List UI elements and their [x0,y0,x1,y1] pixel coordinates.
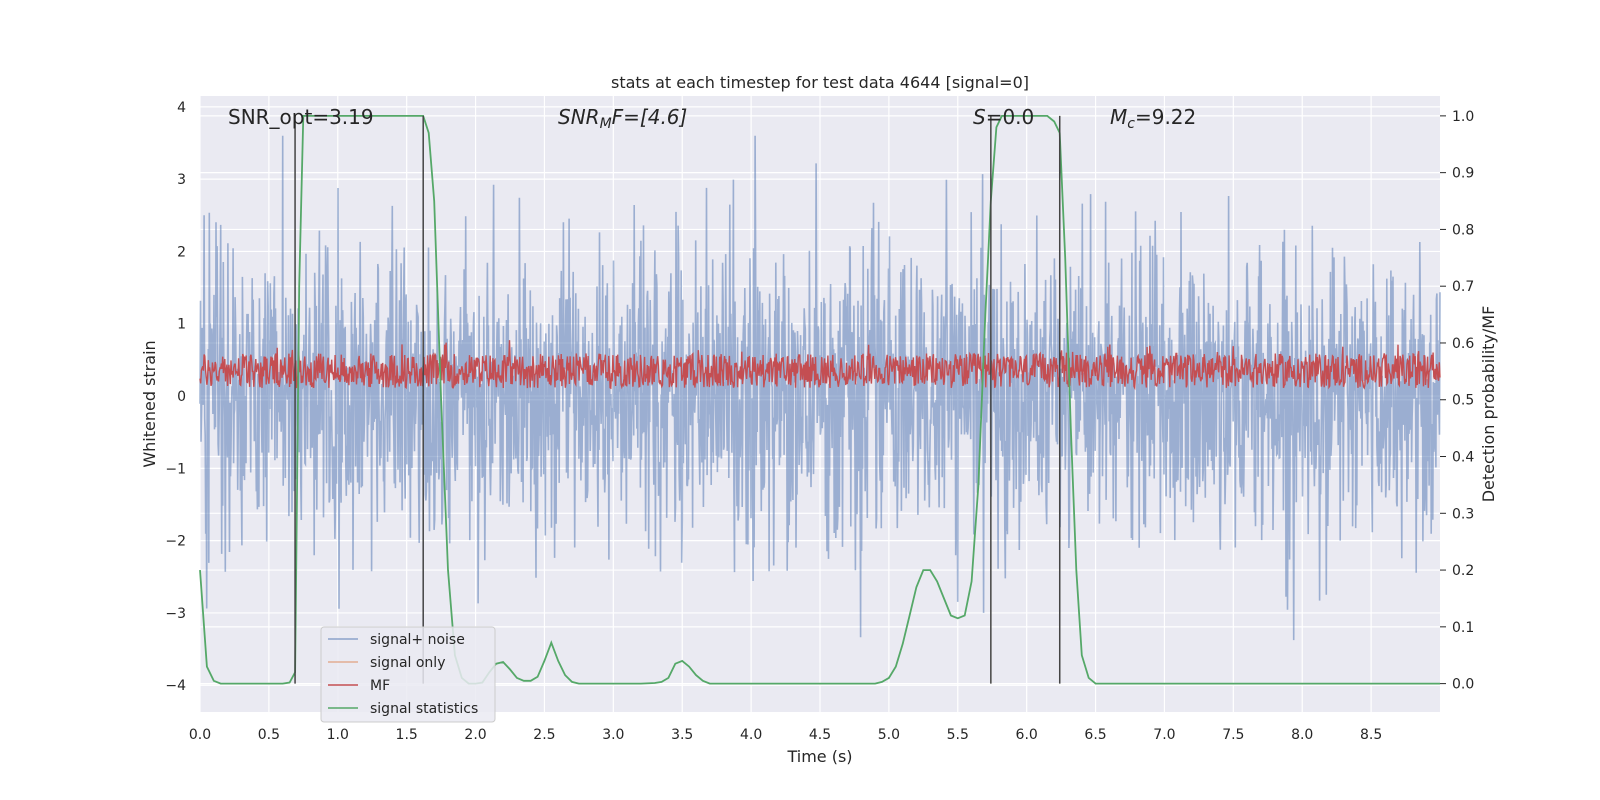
x-tick-label: 7.5 [1222,727,1244,743]
x-tick-label: 0.5 [258,727,280,743]
x-tick-label: 2.0 [464,727,486,743]
chart-title: stats at each timestep for test data 464… [611,73,1029,92]
x-tick-label: 2.5 [533,727,555,743]
x-tick-label: 1.0 [327,727,349,743]
y-left-tick-label: −3 [165,606,186,622]
y-right-tick-label: 0.7 [1452,279,1474,295]
y-left-tick-label: −1 [165,461,186,477]
y-left-tick-label: −4 [165,678,186,694]
x-tick-label: 7.0 [1153,727,1175,743]
y-right-tick-label: 0.8 [1452,222,1474,238]
legend-box [320,626,496,723]
legend: signal+ noise signal only MF signal stat… [320,626,496,723]
x-tick-label: 6.5 [1084,727,1106,743]
y-left-tick-label: 1 [177,317,186,333]
x-tick-label: 5.0 [878,727,900,743]
x-tick-label: 3.0 [602,727,624,743]
x-tick-label: 4.0 [740,727,762,743]
legend-label-signal-statistics: signal statistics [370,701,478,717]
y-left-tick-label: 2 [177,244,186,260]
legend-label-signal-only: signal only [370,655,445,671]
y-right-tick-label: 0.3 [1452,506,1474,522]
x-tick-label: 1.5 [396,727,418,743]
x-tick-label: 8.5 [1360,727,1382,743]
x-tick-label: 5.5 [947,727,969,743]
x-tick-label: 8.0 [1291,727,1313,743]
x-tick-label: 3.5 [671,727,693,743]
x-axis-ticks: 0.0 0.5 1.0 1.5 2.0 2.5 3.0 3.5 4.0 4.5 5.0 5.5 6.0 6… [189,727,1382,743]
y-right-tick-label: 0.6 [1452,336,1474,352]
line-signal-statistics [199,115,1440,685]
series-signal-noise [199,135,1441,641]
y-right-tick-label: 0.1 [1452,620,1474,636]
annotation-s: S=0.0 [973,105,1034,129]
x-tick-label: 0.0 [189,727,211,743]
y-right-axis-label: Detection probability/MF [1479,306,1498,503]
series-mf [199,340,1441,391]
x-tick-label: 6.0 [1016,727,1038,743]
y-right-axis-ticks: 1.0 0.9 0.8 0.7 0.6 0.5 0.4 0.3 0.2 0.1 0.0 [1440,109,1474,693]
y-left-axis-label: Whitened strain [140,340,159,467]
series-signal-statistics [199,115,1440,685]
y-left-tick-label: 0 [177,389,186,405]
y-right-tick-label: 0.5 [1452,393,1474,409]
y-right-tick-label: 0.2 [1452,563,1474,579]
annotation-snr-mf: SNRMF=[4.6] [558,105,687,132]
y-left-tick-label: −2 [165,534,186,550]
y-right-tick-label: 0.9 [1452,166,1474,182]
y-left-tick-label: 4 [177,100,186,116]
line-mf [199,340,1441,391]
x-tick-label: 4.5 [809,727,831,743]
annotation-snr-opt: SNR_opt=3.19 [228,105,374,129]
vertical-markers [294,115,1061,684]
y-left-axis-ticks: 4 3 2 1 0 −1 −2 −3 −4 [165,100,186,694]
y-right-tick-label: 1.0 [1452,109,1474,125]
y-left-tick-label: 3 [177,172,186,188]
x-axis-label: Time (s) [786,747,852,766]
y-right-tick-label: 0.4 [1452,450,1474,466]
annotation-mc: Mc=9.22 [1110,105,1196,132]
legend-label-mf: MF [370,678,390,694]
legend-label-signal-noise: signal+ noise [370,632,465,648]
y-right-tick-label: 0.0 [1452,677,1474,693]
line-signal-noise [199,135,1441,641]
